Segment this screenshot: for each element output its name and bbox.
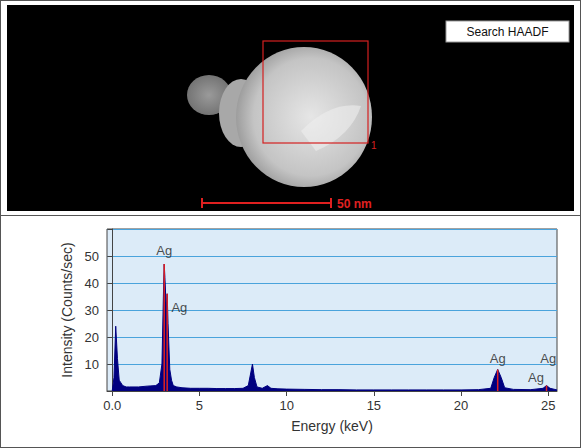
svg-text:15: 15 — [367, 398, 381, 413]
svg-text:20: 20 — [85, 330, 99, 345]
svg-text:Ag: Ag — [171, 300, 187, 315]
svg-text:1: 1 — [371, 140, 377, 151]
svg-text:25: 25 — [541, 398, 555, 413]
svg-text:50: 50 — [85, 249, 99, 264]
svg-text:Ag: Ag — [156, 243, 172, 258]
svg-text:Intensity (Counts/sec): Intensity (Counts/sec) — [59, 242, 75, 377]
svg-text:20: 20 — [454, 398, 468, 413]
svg-text:10: 10 — [279, 398, 293, 413]
svg-text:Energy (keV): Energy (keV) — [291, 418, 373, 434]
svg-text:Ag: Ag — [540, 351, 556, 366]
svg-text:30: 30 — [85, 303, 99, 318]
svg-text:Ag: Ag — [528, 370, 544, 385]
svg-text:50 nm: 50 nm — [337, 197, 372, 211]
svg-text:40: 40 — [85, 276, 99, 291]
svg-text:10: 10 — [85, 357, 99, 372]
svg-text:5: 5 — [196, 398, 203, 413]
svg-text:Ag: Ag — [490, 351, 506, 366]
svg-text:Search HAADF: Search HAADF — [466, 25, 548, 39]
svg-text:0.0: 0.0 — [103, 398, 121, 413]
